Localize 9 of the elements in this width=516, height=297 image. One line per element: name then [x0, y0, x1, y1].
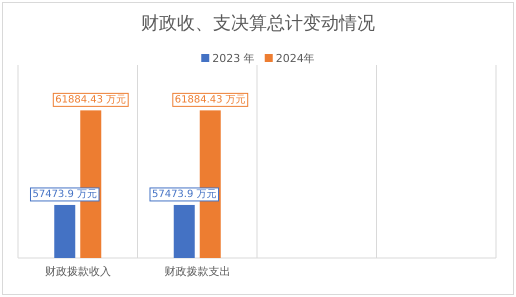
data-label: 61884.43 万元: [174, 94, 246, 106]
data-label: 57473.9 万元: [152, 188, 217, 200]
legend-label: 2023 年: [212, 52, 255, 65]
x-tick-label: 财政拨款收入: [44, 265, 111, 278]
x-tick-label: 财政拨款支出: [164, 265, 230, 278]
chart-title: 财政收、支决算总计变动情况: [141, 13, 375, 34]
data-label: 57473.9 万元: [32, 188, 98, 200]
legend-label: 2024年: [276, 52, 315, 65]
data-label: 61884.43 万元: [55, 94, 126, 106]
